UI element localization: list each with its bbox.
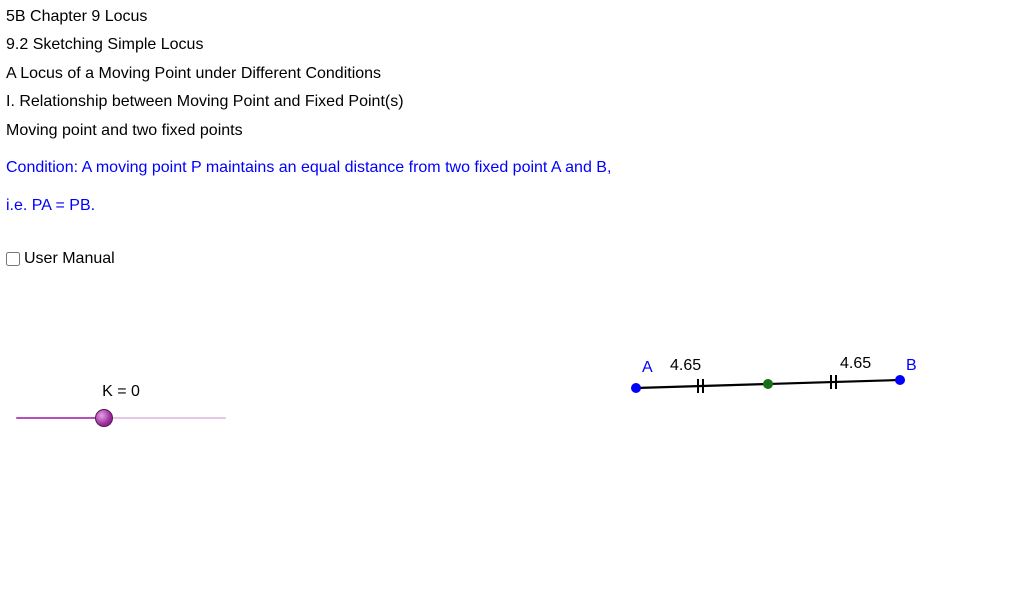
dist-right: 4.65 <box>840 355 871 372</box>
k-slider-fill-left <box>16 417 104 419</box>
user-manual-row: User Manual <box>6 250 1025 268</box>
point-a[interactable] <box>631 383 641 393</box>
lower-area: K = 0 A B 4.65 <box>6 268 1025 608</box>
condition-line-1: Condition: A moving point P maintains an… <box>6 156 1025 180</box>
header-line-5: Moving point and two fixed points <box>6 120 1025 142</box>
k-slider-thumb[interactable] <box>95 409 113 427</box>
point-b[interactable] <box>895 375 905 385</box>
k-slider-fill-right <box>104 417 226 419</box>
k-slider-track[interactable] <box>16 409 226 427</box>
k-slider-label: K = 0 <box>16 383 226 401</box>
header-line-1: 5B Chapter 9 Locus <box>6 6 1025 28</box>
header-block: 5B Chapter 9 Locus 9.2 Sketching Simple … <box>6 6 1025 142</box>
user-manual-label: User Manual <box>24 250 115 268</box>
dist-left: 4.65 <box>670 357 701 374</box>
condition-block: Condition: A moving point P maintains an… <box>6 156 1025 218</box>
user-manual-checkbox[interactable] <box>6 252 20 266</box>
point-p[interactable] <box>763 379 773 389</box>
k-slider[interactable]: K = 0 <box>16 383 226 427</box>
locus-svg: A B 4.65 4.65 <box>618 348 918 408</box>
condition-line-2: i.e. PA = PB. <box>6 194 1025 218</box>
label-b: B <box>906 357 917 374</box>
label-a: A <box>642 359 653 376</box>
header-line-4: I. Relationship between Moving Point and… <box>6 91 1025 113</box>
header-line-3: A Locus of a Moving Point under Differen… <box>6 63 1025 85</box>
header-line-2: 9.2 Sketching Simple Locus <box>6 34 1025 56</box>
locus-diagram: A B 4.65 4.65 <box>618 348 918 408</box>
